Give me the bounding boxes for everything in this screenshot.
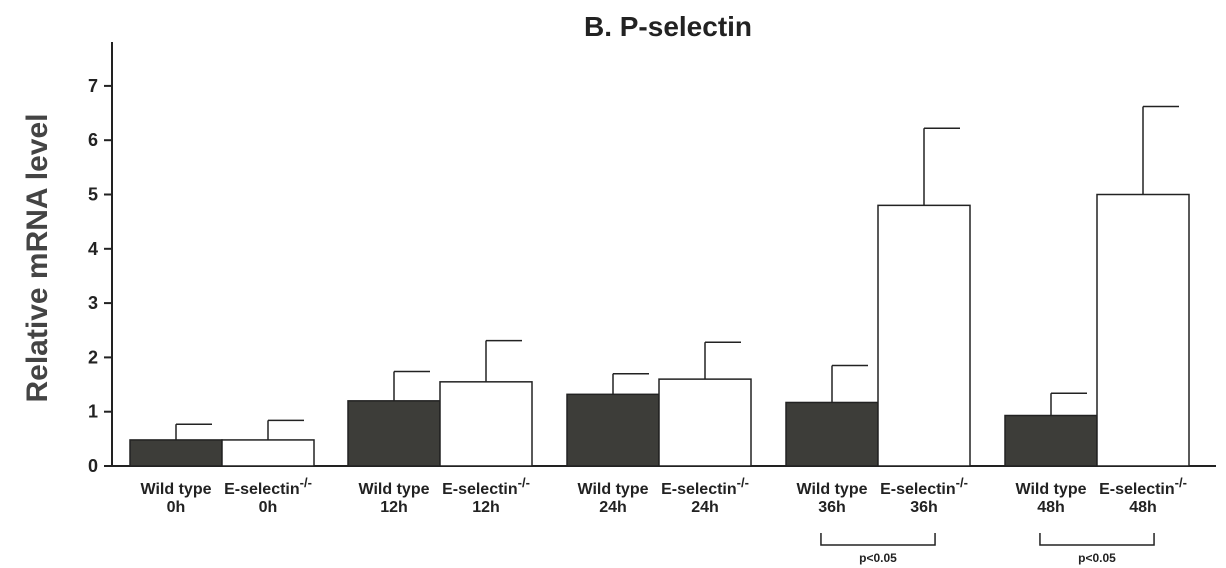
bar bbox=[347, 400, 441, 467]
x-tick-label: E-selectin-/- bbox=[880, 475, 968, 498]
x-tick-label-time: 12h bbox=[380, 499, 408, 516]
y-tick-label: 3 bbox=[88, 293, 98, 313]
x-tick-label-time: 36h bbox=[910, 499, 938, 516]
bar bbox=[439, 381, 533, 467]
bar bbox=[658, 378, 752, 467]
significance-label: p<0.05 bbox=[859, 551, 897, 565]
bar bbox=[785, 401, 879, 467]
bar bbox=[1096, 193, 1190, 467]
bar bbox=[877, 204, 971, 467]
bar bbox=[221, 439, 315, 467]
x-tick-label-time: 36h bbox=[818, 499, 846, 516]
bar bbox=[1004, 414, 1098, 467]
x-tick-label: Wild type bbox=[578, 481, 649, 498]
bar bbox=[566, 393, 660, 467]
x-tick-label-time: 0h bbox=[259, 499, 278, 516]
y-axis-label: Relative mRNA level bbox=[21, 113, 54, 402]
y-tick-label: 2 bbox=[88, 347, 98, 367]
significance-bracket bbox=[820, 533, 936, 546]
y-tick-label: 5 bbox=[88, 185, 98, 205]
x-tick-label-time: 24h bbox=[599, 499, 627, 516]
y-tick-label: 0 bbox=[88, 456, 98, 476]
significance-bracket bbox=[1039, 533, 1155, 546]
x-tick-label-time: 0h bbox=[167, 499, 186, 516]
x-tick-label-time: 48h bbox=[1129, 499, 1157, 516]
x-tick-label: E-selectin-/- bbox=[661, 475, 749, 498]
x-tick-label: Wild type bbox=[141, 481, 212, 498]
x-tick-label: E-selectin-/- bbox=[1099, 475, 1187, 498]
x-tick-label: Wild type bbox=[359, 481, 430, 498]
bar bbox=[129, 439, 223, 467]
x-tick-label-time: 48h bbox=[1037, 499, 1065, 516]
x-tick-label: Wild type bbox=[797, 481, 868, 498]
y-tick-label: 7 bbox=[88, 76, 98, 96]
x-tick-label: Wild type bbox=[1016, 481, 1087, 498]
significance-label: p<0.05 bbox=[1078, 551, 1116, 565]
y-tick-label: 6 bbox=[88, 130, 98, 150]
x-tick-label-time: 24h bbox=[691, 499, 719, 516]
x-tick-label: E-selectin-/- bbox=[442, 475, 530, 498]
x-tick-label-time: 12h bbox=[472, 499, 500, 516]
y-tick-label: 1 bbox=[88, 402, 98, 422]
x-tick-label: E-selectin-/- bbox=[224, 475, 312, 498]
chart-title: B. P-selectin bbox=[584, 11, 752, 42]
y-tick-label: 4 bbox=[88, 239, 98, 259]
